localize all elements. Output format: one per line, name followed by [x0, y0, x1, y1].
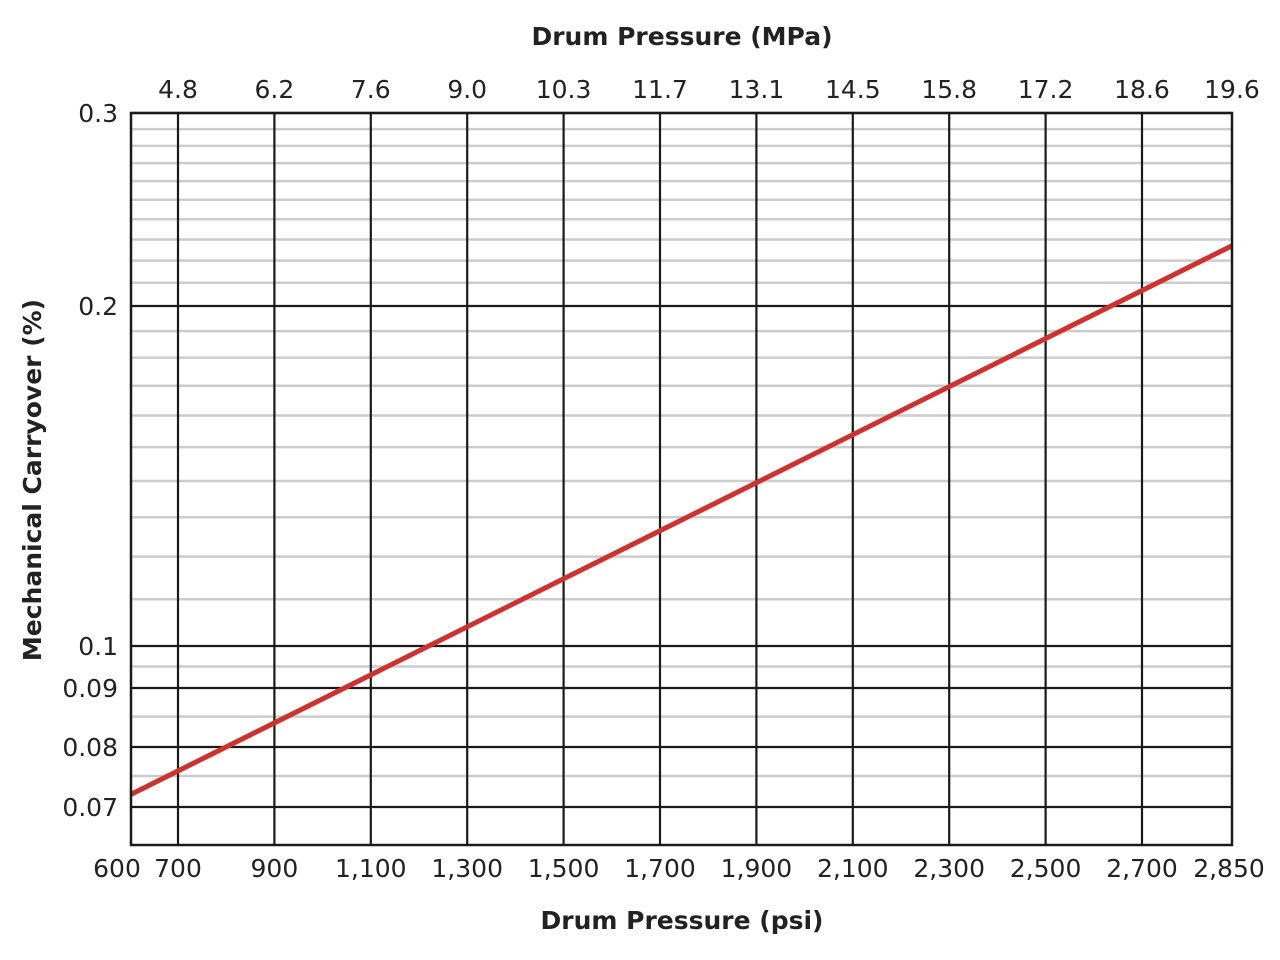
x2-tick-label: 18.6 [1114, 75, 1170, 104]
x2-tick-label: 17.2 [1018, 75, 1074, 104]
x-tick-label: 1,300 [431, 854, 503, 883]
x-tick-label: 1,900 [721, 854, 793, 883]
x-tick-label: 900 [251, 854, 299, 883]
y-tick-labels: 0.3 0.2 0.1 0.09 0.08 0.07 [62, 99, 118, 822]
x2-tick-label: 14.5 [825, 75, 881, 104]
major-gridlines [131, 111, 1232, 845]
x-tick-label: 1,700 [624, 854, 696, 883]
x2-tick-label: 7.6 [351, 75, 391, 104]
x2-tick-label: 10.3 [536, 75, 592, 104]
x2-tick-label: 6.2 [255, 75, 295, 104]
x-tick-label: 2,500 [1010, 854, 1082, 883]
x-tick-label: 2,100 [817, 854, 889, 883]
x-tick-label: 2,850 [1193, 854, 1265, 883]
y-tick-label: 0.09 [62, 674, 118, 703]
x-tick-label: 1,100 [335, 854, 407, 883]
plot-frame [129, 111, 1234, 847]
x-tick-label: 2,300 [913, 854, 985, 883]
y-tick-label: 0.07 [62, 793, 118, 822]
x-tick-label: 2,700 [1106, 854, 1178, 883]
x-tick-labels: 600 700 900 1,100 1,300 1,500 1,700 1,900 2,100 2… [93, 854, 1265, 883]
x2-tick-label: 11.7 [632, 75, 688, 104]
x2-tick-labels: 4.8 6.2 7.6 9.0 10.3 11.7 13.1 14.5 15.8 17.2 18.6… [158, 75, 1260, 104]
x2-tick-label: 15.8 [921, 75, 977, 104]
x2-tick-label: 9.0 [447, 75, 487, 104]
x-axis-title: Drum Pressure (psi) [541, 906, 824, 935]
y-axis-title: Mechanical Carryover (%) [18, 299, 47, 661]
y-tick-label: 0.3 [78, 99, 118, 128]
x2-tick-label: 4.8 [158, 75, 198, 104]
x-tick-label: 700 [154, 854, 202, 883]
minor-gridlines [131, 127, 1232, 778]
series-layer [129, 243, 1234, 797]
y-tick-label: 0.1 [78, 632, 118, 661]
x-tick-label: 1,500 [528, 854, 600, 883]
x2-axis-title: Drum Pressure (MPa) [531, 22, 832, 51]
x-tick-label: 600 [93, 854, 141, 883]
y-tick-label: 0.2 [78, 292, 118, 321]
x2-tick-label: 13.1 [729, 75, 785, 104]
x2-tick-label: 19.6 [1204, 75, 1260, 104]
carryover-line [129, 243, 1234, 797]
y-tick-label: 0.08 [62, 733, 118, 762]
